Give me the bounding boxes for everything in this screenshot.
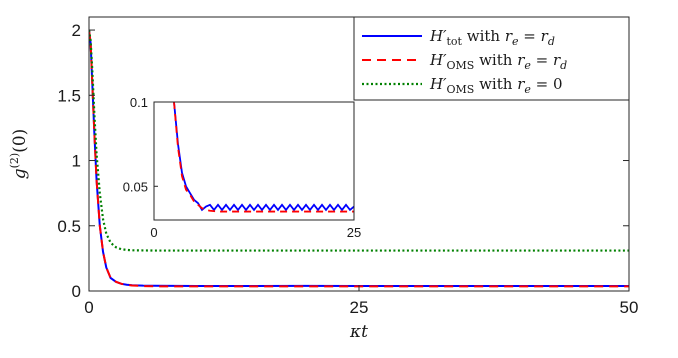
main-ticks: 0 25 50 0 0.5 1 1.5 2 bbox=[57, 17, 638, 317]
y-tick-label-2: 1 bbox=[72, 152, 81, 171]
x-tick-label-0: 0 bbox=[84, 298, 93, 317]
y-axis-label: g(2)(0) bbox=[8, 129, 30, 180]
y-tick-label-0: 0 bbox=[72, 282, 81, 301]
inset-frame bbox=[153, 101, 355, 221]
legend-entry-1: H′tot with re = rd bbox=[429, 27, 555, 48]
series-line-2 bbox=[89, 29, 629, 288]
inset-background bbox=[154, 102, 354, 220]
legend: H′tot with re = rd H′OMS with re = rd H′OM… bbox=[353, 16, 630, 101]
legend-entry-2: H′OMS with re = rd bbox=[429, 51, 567, 72]
x-axis-label: κt bbox=[349, 322, 368, 342]
inset-y-tick-label-1: 0.1 bbox=[130, 95, 148, 110]
y-tick-label-1: 0.5 bbox=[57, 217, 81, 236]
legend-box bbox=[353, 16, 630, 101]
inset-ticks: 0 25 0.05 0.1 bbox=[123, 95, 362, 240]
main-series-group bbox=[89, 29, 629, 288]
inset-series-line-2 bbox=[173, 102, 354, 213]
series-line-3 bbox=[89, 29, 629, 252]
inset-plot: 0 25 0.05 0.1 bbox=[123, 95, 362, 240]
inset-x-tick-label-1: 25 bbox=[347, 225, 361, 240]
y-tick-label-3: 1.5 bbox=[57, 86, 81, 105]
inset-series-group bbox=[173, 102, 354, 213]
inset-y-tick-label-0: 0.05 bbox=[123, 179, 148, 194]
y-tick-label-4: 2 bbox=[72, 21, 81, 40]
inset-series-line-1 bbox=[173, 102, 354, 212]
inset-x-tick-label-0: 0 bbox=[150, 225, 157, 240]
main-plot: 0 25 50 0 0.5 1 1.5 2 bbox=[57, 16, 638, 317]
legend-entry-3: H′OMS with re = 0 bbox=[429, 75, 563, 96]
x-tick-label-2: 50 bbox=[620, 298, 639, 317]
x-tick-label-1: 25 bbox=[350, 298, 369, 317]
